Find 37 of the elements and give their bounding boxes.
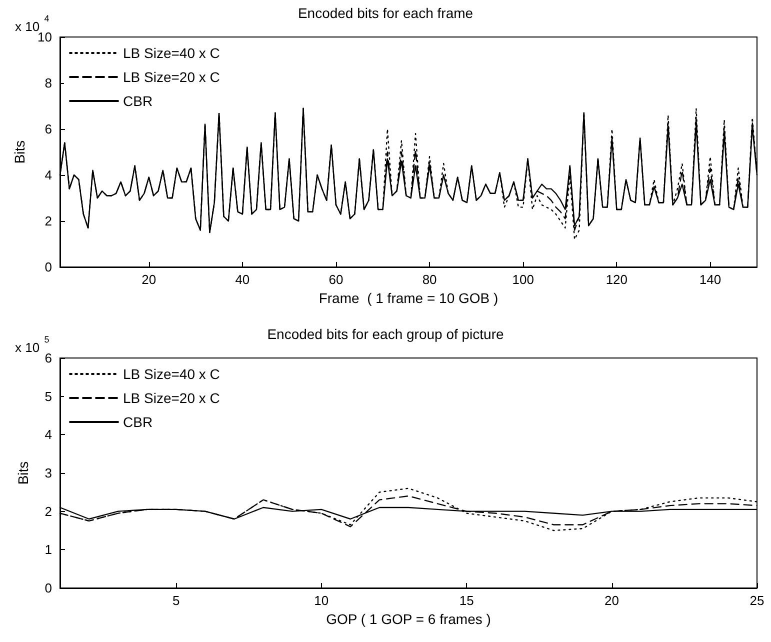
x-tick-label: 60 [328,272,344,287]
x-tick-label: 40 [235,272,250,287]
x-axis-title: GOP ( 1 GOP = 6 frames ) [326,610,491,627]
y-tick-label: 2 [44,504,52,519]
x-tick-label: 10 [314,593,329,608]
x-tick-label: 140 [699,272,722,287]
x-tick-label: 80 [422,272,437,287]
y-tick-label: 5 [44,388,52,404]
legend-label: LB Size=20 x C [123,69,220,85]
x-tick-label: 15 [459,593,474,608]
y-axis-title: Bits [12,140,28,164]
x-tick-label: 25 [750,593,764,608]
chart-title: Encoded bits for each frame [298,5,474,21]
legend-label: CBR [123,414,153,430]
y-tick-label: 2 [44,214,52,228]
y-tick-label: 3 [44,466,52,480]
y-tick-label: 1 [44,542,52,558]
legend-label: LB Size=40 x C [123,45,220,61]
x-tick-label: 120 [606,272,628,287]
y-tick-label: 4 [44,168,52,182]
y-tick-label: 6 [44,350,52,366]
y-tick-label: 0 [44,260,52,274]
y-tick-label: 4 [44,427,52,442]
legend-label: LB Size=40 x C [123,366,220,382]
x-tick-label: 20 [604,593,620,608]
y-tick-label: 8 [44,76,52,90]
legend-label: LB Size=20 x C [123,390,220,406]
y-tick-label: 6 [44,122,52,136]
y-tick-label: 0 [44,580,52,596]
chart-title: Encoded bits for each group of picture [267,326,504,342]
x-tick-label: 100 [512,272,534,287]
legend-label: CBR [123,93,153,109]
y-axis-title: Bits [15,461,31,485]
x-tick-label: 5 [172,593,180,608]
y-tick-label: 10 [38,30,52,44]
x-axis-title: Frame ( 1 frame = 10 GOB ) [318,290,498,306]
x-tick-label: 20 [142,272,156,287]
